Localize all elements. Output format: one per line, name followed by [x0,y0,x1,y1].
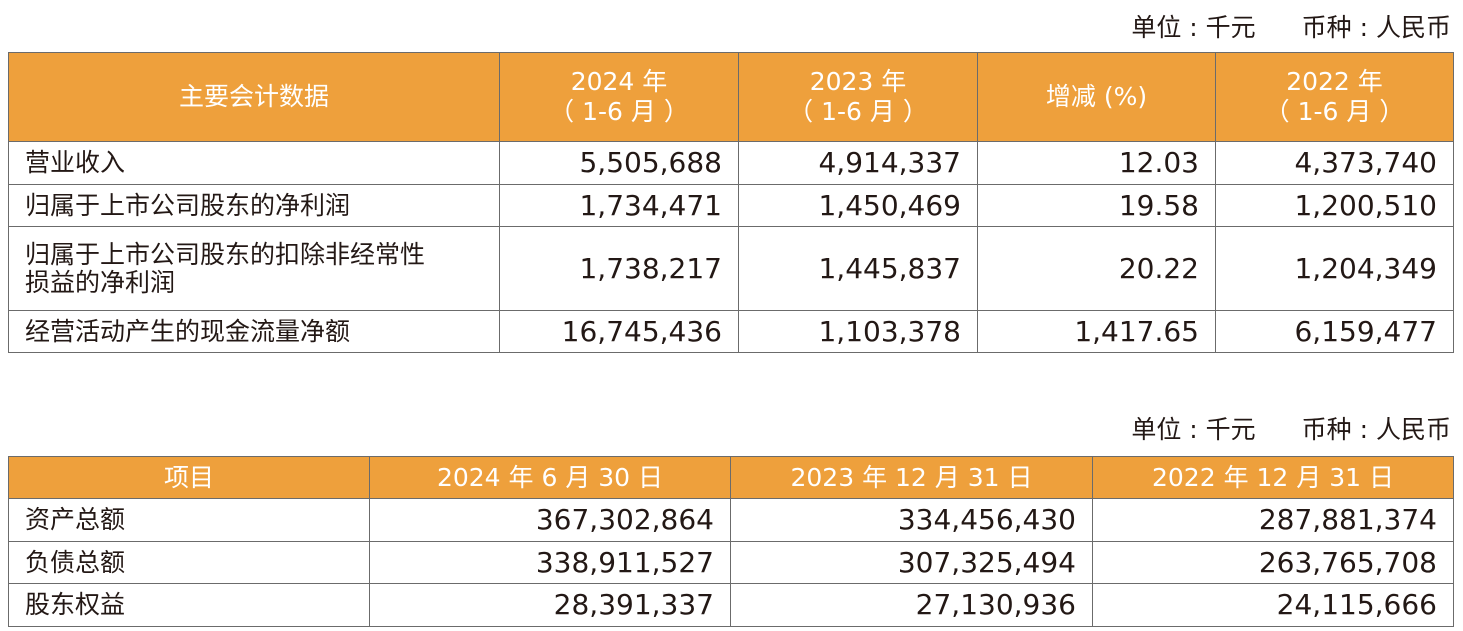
header-item: 项目 [8,456,370,499]
value-2023: 1,445,837 [738,226,978,311]
row-label: 营业收入 [8,141,500,185]
table-row: 负债总额 338,911,527 307,325,494 263,765,708 [8,541,1454,584]
header-2024: 2024 年（ 1-6 月 ） [499,52,739,142]
table-row: 经营活动产生的现金流量净额 16,745,436 1,103,378 1,417… [8,310,1454,353]
key-accounting-data-table: 主要会计数据 2024 年（ 1-6 月 ） 2023 年（ 1-6 月 ） 增… [8,52,1454,353]
unit-label: 单位 : 千元 [1131,415,1256,444]
value-change: 20.22 [977,226,1216,311]
table-row: 资产总额 367,302,864 334,456,430 287,881,374 [8,498,1454,542]
row-label: 经营活动产生的现金流量净额 [8,310,500,353]
value-2022-12-31: 24,115,666 [1092,583,1454,627]
table-row: 归属于上市公司股东的净利润 1,734,471 1,450,469 19.58 … [8,184,1454,227]
value-change: 1,417.65 [977,310,1216,353]
value-2024: 16,745,436 [499,310,739,353]
unit-label: 单位 : 千元 [1131,13,1256,42]
header-2023-12-31: 2023 年 12 月 31 日 [730,456,1093,499]
value-2022: 1,204,349 [1215,226,1454,311]
header-change: 增减 (%) [977,52,1216,142]
value-2022-12-31: 263,765,708 [1092,541,1454,584]
row-label: 负债总额 [8,541,370,584]
value-2024: 5,505,688 [499,141,739,185]
value-2023: 1,450,469 [738,184,978,227]
value-2023: 4,914,337 [738,141,978,185]
table-row: 归属于上市公司股东的扣除非经常性 损益的净利润 1,738,217 1,445,8… [8,226,1454,311]
value-2023-12-31: 334,456,430 [730,498,1093,542]
value-2024-06-30: 338,911,527 [369,541,731,584]
unit-line-2: 单位 : 千元 币种 : 人民币 [1131,410,1451,446]
value-2022: 4,373,740 [1215,141,1454,185]
table-header-row: 项目 2024 年 6 月 30 日 2023 年 12 月 31 日 2022… [8,456,1454,499]
table-row: 营业收入 5,505,688 4,914,337 12.03 4,373,740 [8,141,1454,185]
table-row: 股东权益 28,391,337 27,130,936 24,115,666 [8,583,1454,627]
value-2022: 6,159,477 [1215,310,1454,353]
row-label: 资产总额 [8,498,370,542]
row-label: 归属于上市公司股东的净利润 [8,184,500,227]
row-label: 股东权益 [8,583,370,627]
header-main-data: 主要会计数据 [8,52,500,142]
value-change: 12.03 [977,141,1216,185]
value-2022-12-31: 287,881,374 [1092,498,1454,542]
currency-label: 币种 : 人民币 [1301,13,1451,42]
value-2024-06-30: 28,391,337 [369,583,731,627]
header-2023: 2023 年（ 1-6 月 ） [738,52,978,142]
header-2022-12-31: 2022 年 12 月 31 日 [1092,456,1454,499]
value-2023-12-31: 307,325,494 [730,541,1093,584]
value-2022: 1,200,510 [1215,184,1454,227]
value-2024: 1,738,217 [499,226,739,311]
value-change: 19.58 [977,184,1216,227]
value-2024: 1,734,471 [499,184,739,227]
balance-sheet-table: 项目 2024 年 6 月 30 日 2023 年 12 月 31 日 2022… [8,456,1454,627]
header-2022: 2022 年（ 1-6 月 ） [1215,52,1454,142]
currency-label: 币种 : 人民币 [1301,415,1451,444]
value-2023: 1,103,378 [738,310,978,353]
value-2024-06-30: 367,302,864 [369,498,731,542]
table-header-row: 主要会计数据 2024 年（ 1-6 月 ） 2023 年（ 1-6 月 ） 增… [8,52,1454,142]
row-label: 归属于上市公司股东的扣除非经常性 损益的净利润 [8,226,500,311]
unit-line-1: 单位 : 千元 币种 : 人民币 [1131,8,1451,44]
value-2023-12-31: 27,130,936 [730,583,1093,627]
header-2024-06-30: 2024 年 6 月 30 日 [369,456,731,499]
